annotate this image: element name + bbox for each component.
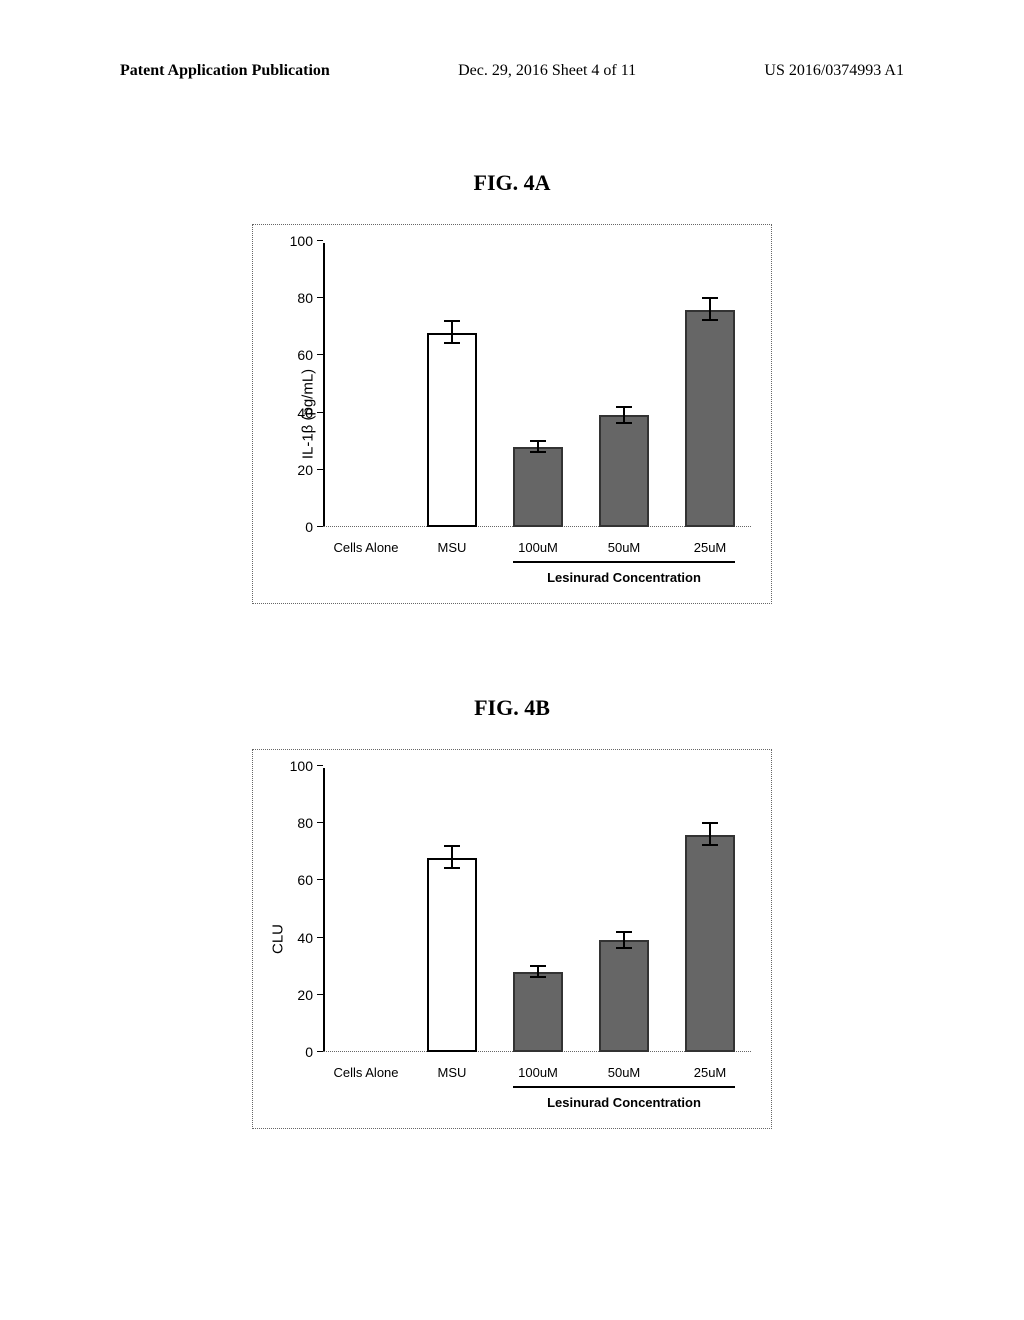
y-tick-label: 20 — [283, 987, 313, 1003]
y-axis-line — [323, 243, 325, 527]
x-category-label: 100uM — [518, 1065, 558, 1080]
y-tick — [317, 822, 323, 823]
figure-4b: FIG. 4B CLU 020406080100Cells AloneMSU10… — [252, 695, 772, 1129]
x-category-label: 50uM — [608, 540, 641, 555]
figure-4b-title: FIG. 4B — [252, 695, 772, 721]
header-sheet: Dec. 29, 2016 Sheet 4 of 11 — [458, 62, 636, 80]
y-tick-label: 0 — [283, 519, 313, 535]
y-tick-label: 20 — [283, 462, 313, 478]
bar-100um — [513, 972, 563, 1052]
x-category-label: 50uM — [608, 1065, 641, 1080]
y-tick — [317, 1051, 323, 1052]
header-publication: Patent Application Publication — [120, 62, 330, 80]
header-docnum: US 2016/0374993 A1 — [764, 62, 904, 80]
bar-25um — [685, 835, 735, 1052]
concentration-bracket-label: Lesinurad Concentration — [547, 570, 701, 585]
x-category-label: 25uM — [694, 1065, 727, 1080]
concentration-bracket — [513, 561, 735, 563]
bar-50um — [599, 940, 649, 1052]
bar-50um — [599, 415, 649, 527]
figure-4a-chart: IL-1β (pg/mL) 020406080100Cells AloneMSU… — [252, 224, 772, 604]
y-tick — [317, 240, 323, 241]
figure-4a-title: FIG. 4A — [252, 170, 772, 196]
x-category-label: 100uM — [518, 540, 558, 555]
y-tick — [317, 354, 323, 355]
x-category-label: MSU — [438, 540, 467, 555]
y-tick-label: 40 — [283, 405, 313, 421]
x-category-label: Cells Alone — [333, 540, 398, 555]
y-tick-label: 80 — [283, 815, 313, 831]
concentration-bracket — [513, 1086, 735, 1088]
x-category-label: 25uM — [694, 540, 727, 555]
y-tick — [317, 937, 323, 938]
figure-4b-plot: 020406080100Cells AloneMSU100uM50uM25uML… — [323, 768, 751, 1052]
y-tick-label: 100 — [283, 758, 313, 774]
y-axis-line — [323, 768, 325, 1052]
y-tick — [317, 879, 323, 880]
y-tick-label: 80 — [283, 290, 313, 306]
y-tick-label: 100 — [283, 233, 313, 249]
y-tick-label: 60 — [283, 347, 313, 363]
y-tick-label: 0 — [283, 1044, 313, 1060]
bar-25um — [685, 310, 735, 527]
bar-msu — [427, 333, 477, 527]
concentration-bracket-label: Lesinurad Concentration — [547, 1095, 701, 1110]
bar-100um — [513, 447, 563, 527]
bar-msu — [427, 858, 477, 1052]
page-header: Patent Application Publication Dec. 29, … — [0, 62, 1024, 80]
y-tick-label: 60 — [283, 872, 313, 888]
y-tick-label: 40 — [283, 930, 313, 946]
x-category-label: Cells Alone — [333, 1065, 398, 1080]
y-tick — [317, 297, 323, 298]
x-category-label: MSU — [438, 1065, 467, 1080]
y-tick — [317, 765, 323, 766]
y-tick — [317, 412, 323, 413]
figure-4a-plot: 020406080100Cells AloneMSU100uM50uM25uML… — [323, 243, 751, 527]
y-tick — [317, 526, 323, 527]
figure-4a: FIG. 4A IL-1β (pg/mL) 020406080100Cells … — [252, 170, 772, 604]
figure-4b-chart: CLU 020406080100Cells AloneMSU100uM50uM2… — [252, 749, 772, 1129]
y-tick — [317, 469, 323, 470]
y-tick — [317, 994, 323, 995]
